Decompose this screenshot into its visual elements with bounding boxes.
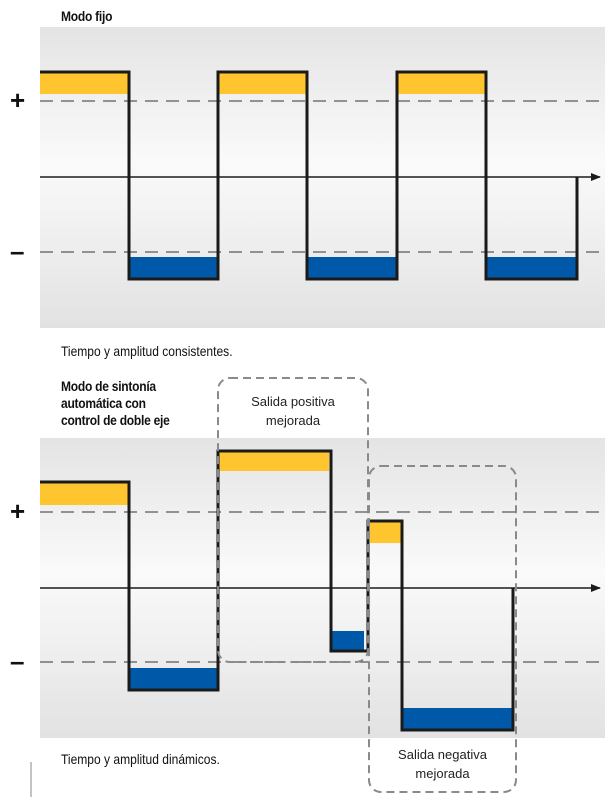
fixed-plus-symbol: + — [10, 85, 26, 115]
auto-waveform — [40, 449, 515, 732]
positive-output-label-line: mejorada — [265, 413, 321, 428]
auto-positive-bar — [40, 482, 128, 505]
auto-negative-bars — [129, 631, 513, 730]
fixed-negative-bar — [307, 257, 396, 279]
auto-negative-bar — [331, 631, 364, 651]
auto-positive-bar — [218, 451, 329, 471]
auto-mode-title: Modo de sintonía automática con control … — [61, 378, 170, 429]
fixed-waveform — [40, 70, 579, 281]
fixed-minus-symbol: – — [10, 236, 25, 266]
fixed-positive-bar — [40, 72, 128, 94]
auto-mode-title-line: automática con — [61, 395, 146, 411]
auto-minus-symbol: – — [10, 646, 25, 676]
auto-plus-symbol: + — [10, 496, 26, 526]
auto-mode-caption: Tiempo y amplitud dinámicos. — [61, 751, 220, 767]
auto-negative-bar — [129, 668, 218, 690]
negative-output-label-line: Salida negativa — [398, 747, 487, 762]
auto-positive-bars — [40, 451, 402, 543]
fixed-positive-bar — [397, 72, 486, 94]
fixed-mode-title: Modo fijo — [61, 8, 113, 24]
auto-negative-bar — [402, 708, 513, 730]
positive-output-label: Salida positiva mejorada — [218, 392, 368, 430]
auto-mode-title-line: Modo de sintonía — [61, 378, 156, 394]
fixed-negative-bar — [486, 257, 576, 279]
fixed-positive-bar — [218, 72, 307, 94]
fixed-negative-bar — [129, 257, 218, 279]
fixed-positive-bars — [40, 72, 486, 94]
negative-output-label: Salida negativa mejorada — [369, 745, 516, 783]
fixed-mode-caption: Tiempo y amplitud consistentes. — [61, 343, 233, 359]
auto-mode-title-line: control de doble eje — [61, 412, 170, 428]
negative-output-callout-box — [368, 465, 517, 793]
negative-output-label-line: mejorada — [415, 766, 470, 781]
fixed-negative-bars — [129, 257, 576, 279]
auto-positive-bar — [370, 521, 402, 543]
positive-output-label-line: Salida positiva — [251, 394, 335, 409]
